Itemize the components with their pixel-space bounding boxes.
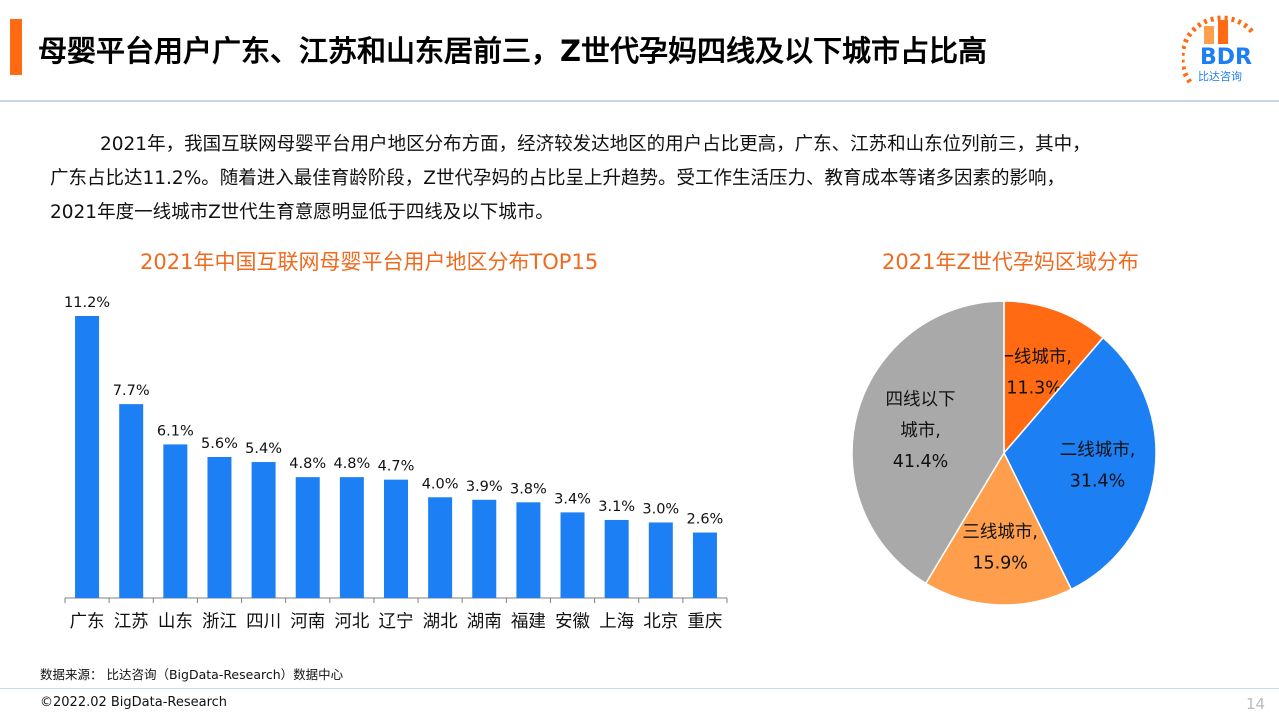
bar-value-label: 4.8% [333, 456, 370, 472]
pie-value-label: 41.4% [893, 452, 949, 472]
paragraph-line: 广东占比达11.2%。随着进入最佳育龄阶段，Z世代孕妈的占比呈上升趋势。受工作生… [50, 168, 1065, 189]
bar-value-label: 3.1% [598, 499, 635, 515]
bar-河北 [339, 477, 364, 598]
pie-slice [851, 300, 1005, 585]
data-source-note: 数据来源： 比达咨询（BigData-Research）数据中心 [40, 667, 344, 682]
x-tick-label: 安徽 [555, 612, 590, 632]
pie-slice [924, 451, 1073, 606]
x-tick-label: 河南 [290, 612, 325, 632]
bar-山东 [163, 444, 188, 598]
bar-value-label: 11.2% [64, 295, 110, 311]
intro-paragraph: 2021年，我国互联网母婴平台用户地区分布方面，经济较发达地区的用户占比更高，广… [50, 128, 1240, 230]
title-divider [0, 100, 1279, 102]
bar-四川 [251, 462, 276, 598]
pie-slice [1003, 336, 1157, 591]
bar-value-label: 5.4% [245, 441, 282, 457]
page-number: 14 [1246, 695, 1266, 713]
title-accent-bar [10, 19, 22, 75]
bar-河南 [295, 477, 320, 598]
pie-value-label: 31.4% [1070, 471, 1126, 491]
pie-category-label: 一线城市, [996, 347, 1072, 367]
x-tick-label: 福建 [511, 612, 546, 632]
x-tick-label: 广东 [70, 612, 105, 632]
bar-湖南 [472, 499, 497, 598]
bar-value-label: 7.7% [113, 383, 150, 399]
bar-value-label: 3.4% [554, 491, 591, 507]
bar-广东 [75, 316, 100, 598]
pie-value-label: 11.3% [1006, 378, 1062, 398]
page-title: 母婴平台用户广东、江苏和山东居前三，Z世代孕妈四线及以下城市占比高 [38, 34, 988, 68]
x-tick-label: 辽宁 [379, 612, 414, 632]
x-tick-label: 山东 [158, 612, 193, 632]
bar-value-label: 4.0% [422, 476, 459, 492]
bar-value-label: 4.8% [289, 456, 326, 472]
logo-text: BDR [1200, 45, 1252, 70]
logo-subtext: 比达咨询 [1198, 69, 1242, 83]
pie-value-label: 15.9% [972, 554, 1028, 574]
bar-福建 [516, 502, 541, 598]
x-tick-label: 河北 [334, 612, 369, 632]
pie-category-label: 三线城市, [962, 523, 1038, 543]
pie-chart-title: 2021年Z世代孕妈区域分布 [882, 250, 1139, 274]
x-tick-label: 浙江 [202, 612, 237, 632]
bar-value-label: 2.6% [687, 512, 724, 528]
bar-江苏 [119, 404, 144, 598]
bar-重庆 [692, 532, 717, 598]
x-tick-label: 上海 [599, 612, 634, 632]
x-tick-label: 江苏 [114, 612, 149, 632]
bar-value-label: 5.6% [201, 436, 238, 452]
pie-category-label: 四线以下 [886, 390, 956, 410]
bar-value-label: 6.1% [157, 423, 194, 439]
bar-北京 [648, 522, 673, 598]
paragraph-line: 2021年度一线城市Z世代生育意愿明显低于四线及以下城市。 [50, 202, 554, 223]
bar-辽宁 [384, 479, 408, 598]
bar-浙江 [207, 457, 232, 598]
x-tick-label: 湖南 [467, 612, 502, 632]
bar-chart-title: 2021年中国互联网母婴平台用户地区分布TOP15 [140, 250, 599, 274]
bar-value-label: 3.8% [510, 481, 547, 497]
paragraph-line: 2021年，我国互联网母婴平台用户地区分布方面，经济较发达地区的用户占比更高，广… [100, 134, 1091, 155]
bar-湖北 [428, 497, 453, 598]
x-tick-label: 湖北 [423, 612, 458, 632]
pie-category-label: 城市, [900, 421, 941, 441]
x-tick-label: 四川 [246, 612, 281, 632]
bar-安徽 [560, 512, 585, 598]
pie-category-label: 二线城市, [1060, 440, 1136, 460]
bar-value-label: 3.9% [466, 479, 503, 495]
bar-上海 [604, 519, 629, 598]
x-tick-label: 重庆 [687, 612, 722, 632]
x-tick-label: 北京 [643, 612, 678, 632]
footer-divider [0, 688, 1279, 689]
copyright-text: ©2022.02 BigData-Research [40, 695, 228, 710]
bar-value-label: 3.0% [642, 501, 679, 517]
bar-value-label: 4.7% [378, 459, 415, 475]
region-bar-chart: 11.2% 广东 7.7% 江苏 6.1% 山东 5.6% 浙江 5.4% 四川 4.8% 河南 4.8… [64, 295, 728, 632]
bdr-logo: BDR 比达咨询 [1179, 12, 1260, 94]
pie-slice [1003, 300, 1105, 456]
